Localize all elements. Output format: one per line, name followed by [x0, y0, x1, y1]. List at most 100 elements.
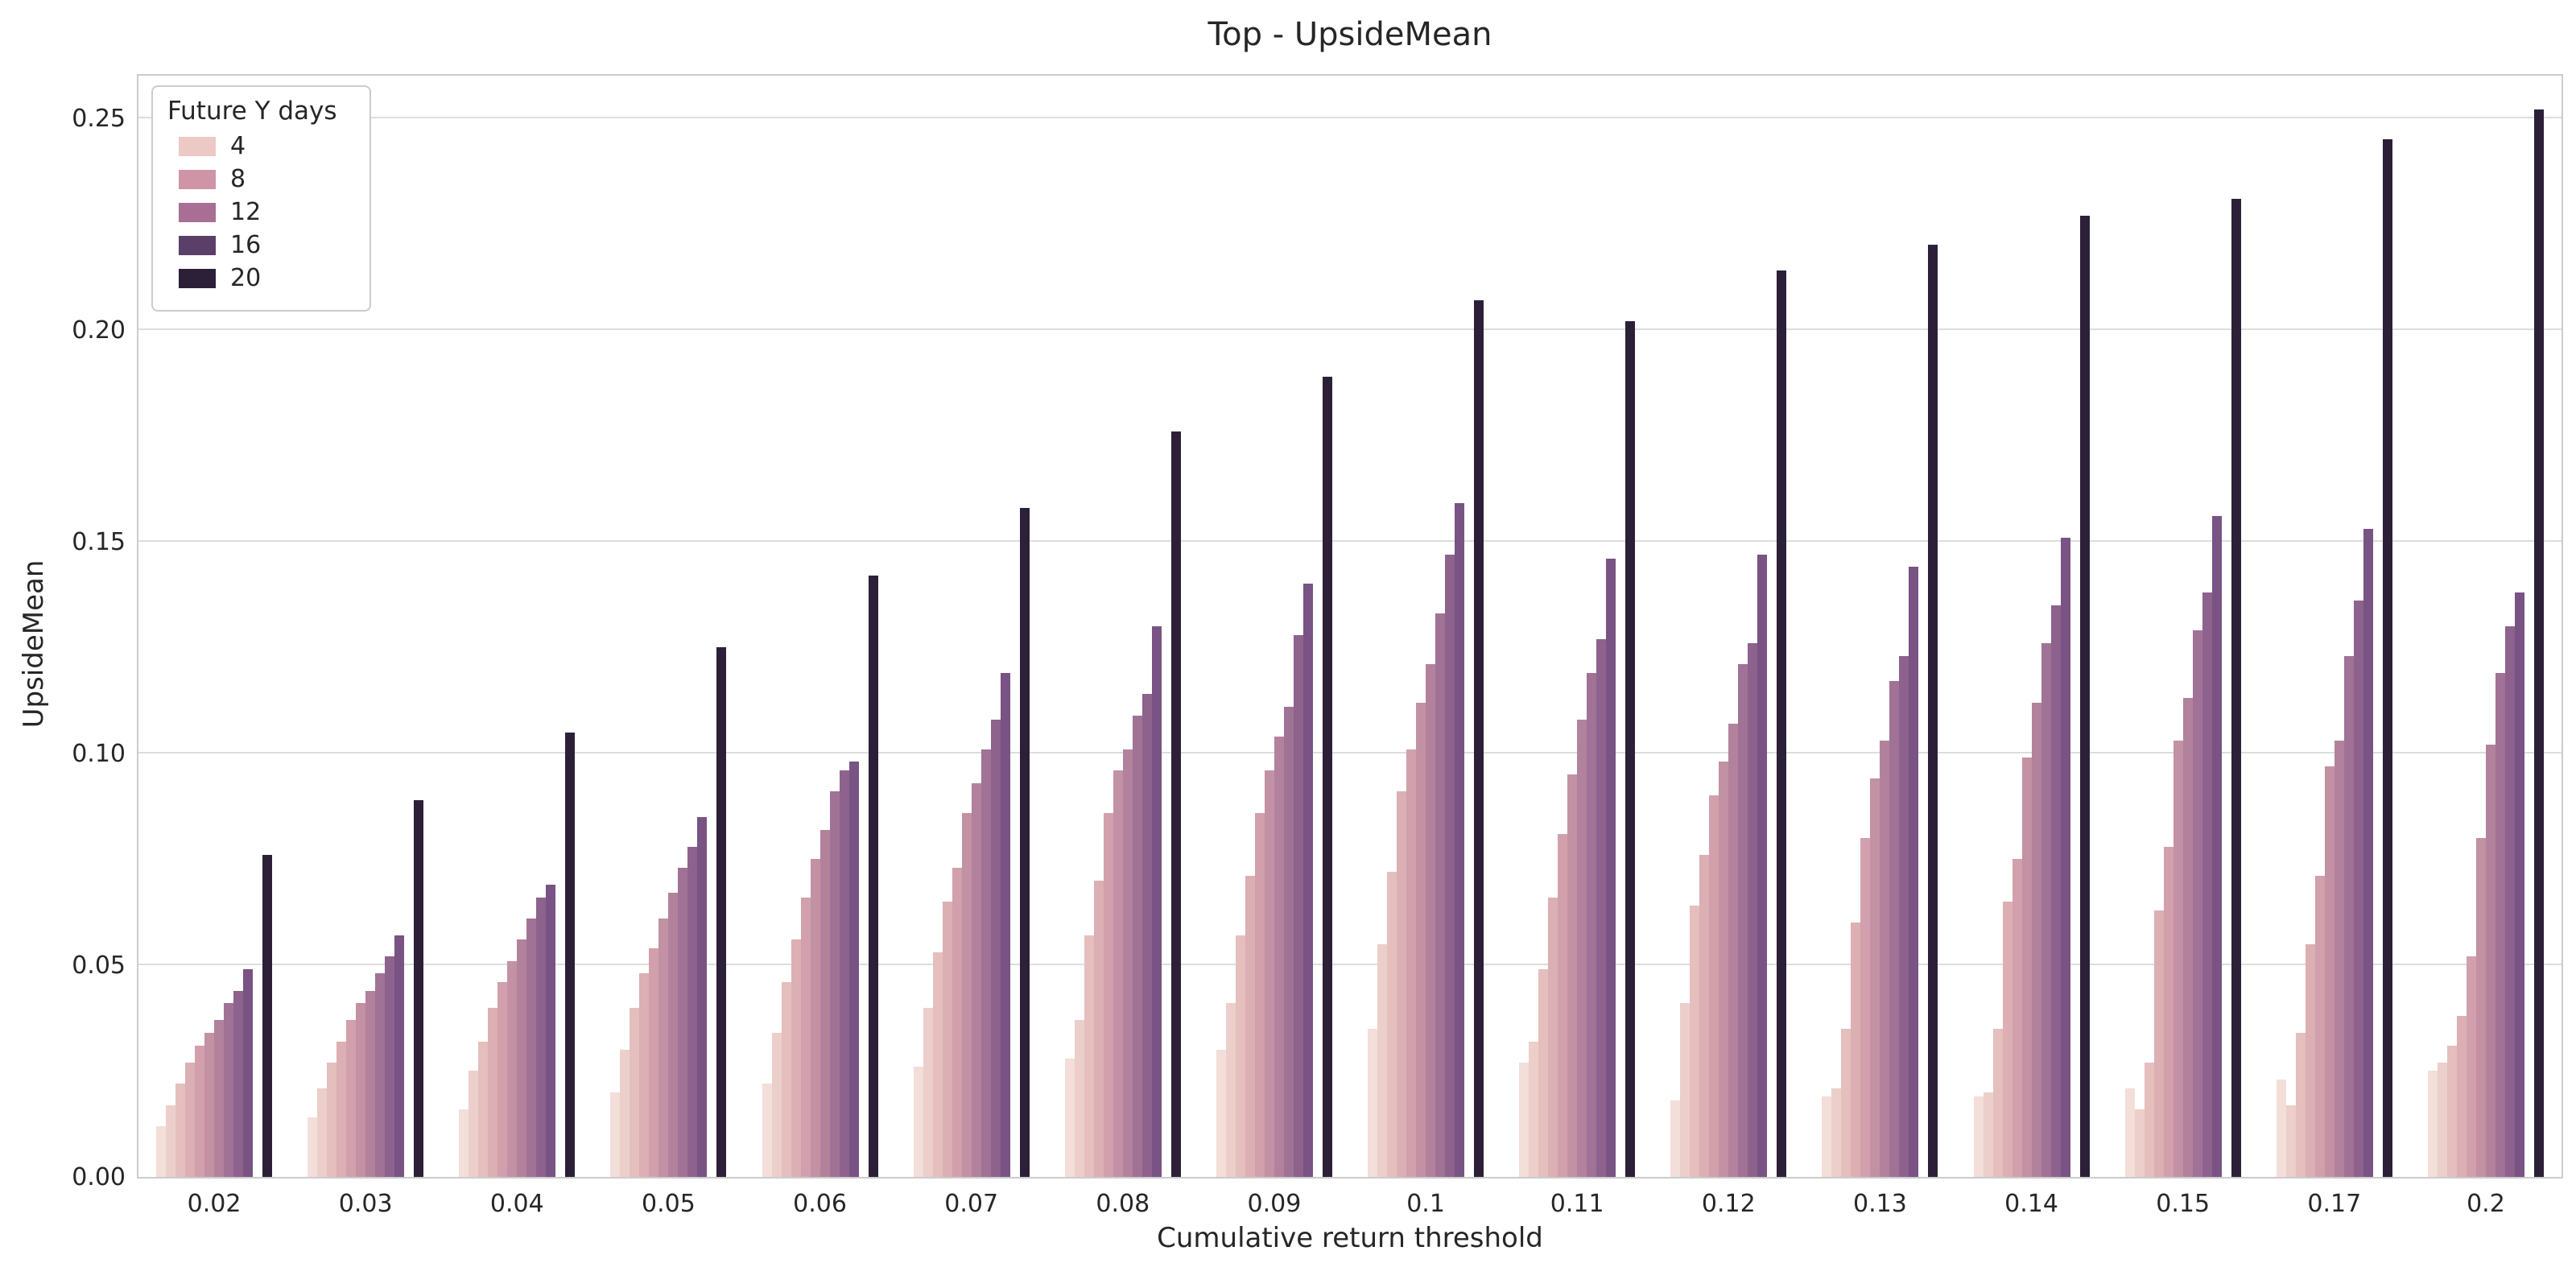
bar	[829, 791, 840, 1177]
bar	[1064, 1058, 1075, 1177]
legend-swatch-icon	[179, 202, 216, 222]
x-tick-label: 0.13	[1853, 1190, 1907, 1218]
bar	[1406, 749, 1417, 1177]
bar	[639, 973, 650, 1177]
legend-entry: 8	[179, 165, 337, 193]
legend-label: 16	[230, 231, 262, 259]
bar	[1587, 672, 1597, 1177]
bar	[687, 846, 698, 1177]
chart-title: Top - UpsideMean	[1208, 16, 1492, 53]
bar-group-0.13	[1804, 76, 1955, 1177]
bar	[2124, 1088, 2135, 1177]
x-tick-label: 0.12	[1701, 1190, 1756, 1218]
bar	[1000, 672, 1010, 1177]
bar	[2427, 1071, 2438, 1177]
bar	[1748, 643, 1758, 1177]
x-tick-label: 0.11	[1550, 1190, 1604, 1218]
bar	[385, 956, 395, 1177]
bar-group-0.07	[896, 76, 1047, 1177]
bar	[1445, 554, 1455, 1177]
bar	[1074, 1020, 1084, 1177]
bar	[2182, 698, 2193, 1177]
bar	[2060, 537, 2070, 1177]
legend-swatch-icon	[179, 169, 216, 189]
bar	[2144, 1062, 2154, 1177]
bar	[1283, 706, 1294, 1177]
bar	[2211, 516, 2222, 1177]
bar	[961, 812, 972, 1177]
bar	[839, 770, 849, 1177]
bar	[1738, 664, 1748, 1177]
bar	[1170, 431, 1181, 1177]
bar	[1625, 321, 1636, 1177]
bar	[1777, 270, 1787, 1177]
legend-entry: 20	[179, 264, 337, 292]
bar	[1973, 1096, 1984, 1177]
bar	[2134, 1108, 2145, 1177]
x-tick-label: 0.07	[944, 1190, 999, 1218]
bar	[2437, 1062, 2447, 1177]
bar	[1103, 812, 1113, 1177]
bar-group-0.12	[1653, 76, 1804, 1177]
x-tick-label: 0.08	[1096, 1190, 1150, 1218]
bar-group-0.09	[1199, 76, 1350, 1177]
legend-label: 12	[230, 198, 262, 226]
bar-group-0.17	[2259, 76, 2410, 1177]
bar	[459, 1108, 469, 1177]
bar	[1293, 634, 1303, 1177]
bar	[1992, 1028, 2003, 1177]
bar	[610, 1092, 621, 1177]
bar	[1880, 741, 1890, 1177]
bar	[2475, 838, 2486, 1177]
bar	[1113, 770, 1123, 1177]
x-tick-label: 0.2	[2467, 1190, 2505, 1218]
bar	[156, 1125, 167, 1177]
bar	[1831, 1088, 1842, 1177]
bar	[394, 935, 405, 1177]
bar	[336, 1041, 347, 1177]
x-tick-label: 0.05	[642, 1190, 696, 1218]
bar	[1245, 876, 1255, 1177]
bar	[1909, 567, 1919, 1177]
bar	[2295, 1033, 2306, 1177]
bar	[2231, 198, 2241, 1177]
bar	[2153, 910, 2164, 1177]
plot-area: Future Y days 4 8 12 16 20 0.00 0.05 0.10 0.15 0…	[72, 74, 2563, 1218]
bar	[1841, 1028, 1852, 1177]
bar	[1822, 1096, 1832, 1177]
bar	[1519, 1062, 1530, 1177]
bar	[1455, 503, 1465, 1177]
bar	[2324, 766, 2334, 1177]
bar	[507, 960, 518, 1177]
bar	[1719, 762, 1729, 1177]
bar	[1322, 376, 1332, 1177]
bar	[1670, 1100, 1681, 1177]
bar	[233, 990, 244, 1177]
bar	[952, 867, 962, 1177]
bar	[781, 981, 791, 1177]
gridline	[138, 751, 2562, 753]
bar	[971, 782, 981, 1177]
gridline	[138, 539, 2562, 542]
bar	[2305, 943, 2315, 1177]
bar-group-0.11	[1501, 76, 1653, 1177]
bar	[1302, 584, 1313, 1177]
legend-swatch-icon	[179, 136, 216, 156]
bar	[1680, 1003, 1690, 1177]
bar-group-0.1	[1350, 76, 1501, 1177]
bar	[2334, 741, 2344, 1177]
bar	[2202, 592, 2212, 1177]
bar	[224, 1003, 234, 1177]
bar	[497, 981, 508, 1177]
bar	[1529, 1041, 1539, 1177]
bar	[1899, 655, 1909, 1177]
bar	[2050, 605, 2061, 1177]
bar	[2012, 859, 2022, 1177]
bar-groups-container	[138, 76, 2562, 1177]
bar	[1368, 1028, 1378, 1177]
y-tick-label: 0.25	[72, 104, 126, 133]
bar	[1606, 558, 1616, 1177]
bar	[317, 1088, 328, 1177]
bar	[791, 939, 801, 1177]
x-tick-label: 0.09	[1247, 1190, 1302, 1218]
